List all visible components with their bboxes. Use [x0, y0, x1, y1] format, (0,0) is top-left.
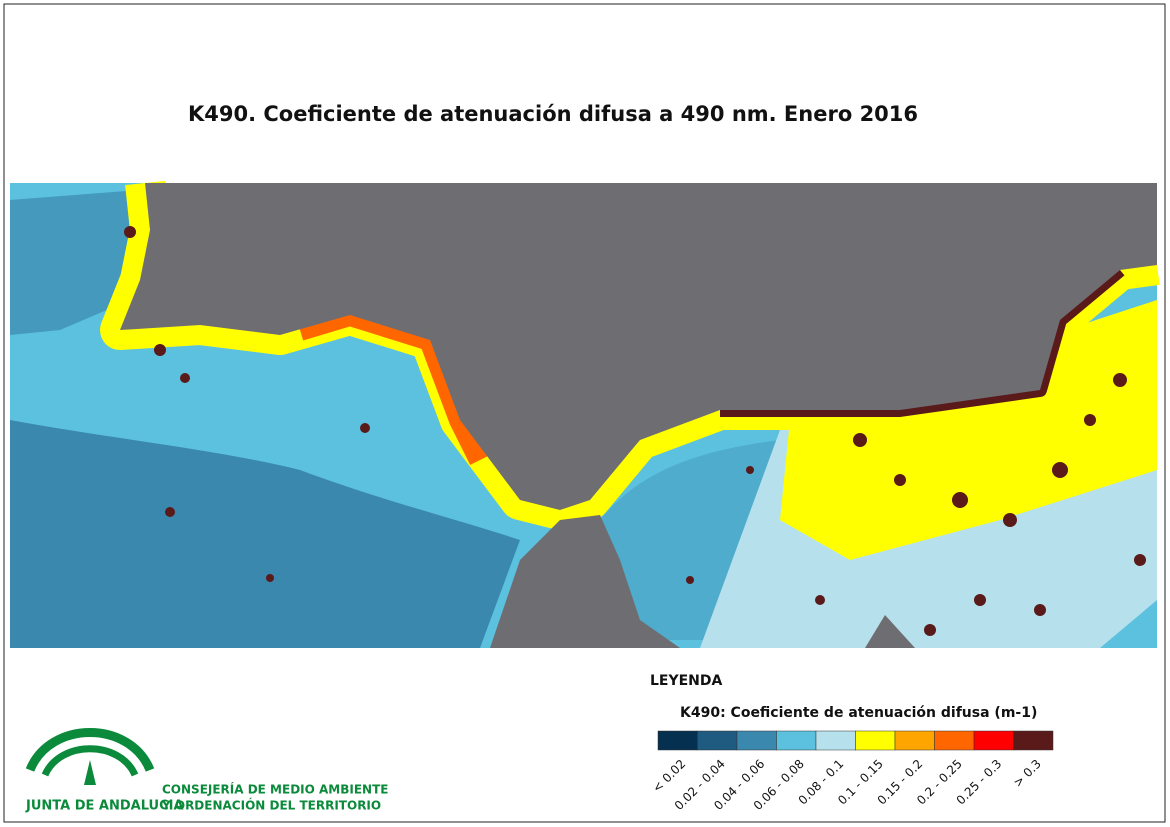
legend-heading: LEYENDA	[650, 673, 723, 689]
logo-name: JUNTA DE ANDALUCIA	[25, 799, 184, 814]
logo-department: CONSEJERÍA DE MEDIO AMBIENTE	[162, 782, 388, 797]
land	[490, 515, 680, 648]
legend-swatch	[776, 730, 817, 751]
sea-zone	[10, 190, 140, 335]
map-title: K490. Coeficiente de atenuación difusa a…	[188, 102, 918, 126]
legend-swatch	[894, 730, 935, 751]
legend-swatch	[934, 730, 975, 751]
legend-swatch	[1013, 730, 1054, 751]
legend-title: K490: Coeficiente de atenuación difusa (…	[680, 705, 1037, 721]
legend-swatch	[697, 730, 738, 751]
map	[10, 180, 1160, 648]
legend-swatch	[736, 730, 777, 751]
logo: JUNTA DE ANDALUCIA CONSEJERÍA DE MEDIO A…	[25, 728, 388, 814]
logo-arc	[41, 745, 139, 777]
logo-department: Y ORDENACIÓN DEL TERRITORIO	[161, 798, 381, 813]
legend-swatch	[815, 730, 856, 751]
sea-zone	[10, 420, 520, 648]
land	[120, 183, 1157, 510]
logo-arc	[25, 728, 155, 772]
legend-swatch	[973, 730, 1014, 751]
logo-figure	[84, 760, 96, 785]
legend-swatch	[657, 730, 698, 751]
legend-swatch	[855, 730, 896, 751]
land	[865, 615, 915, 648]
hotspots	[124, 226, 1146, 636]
